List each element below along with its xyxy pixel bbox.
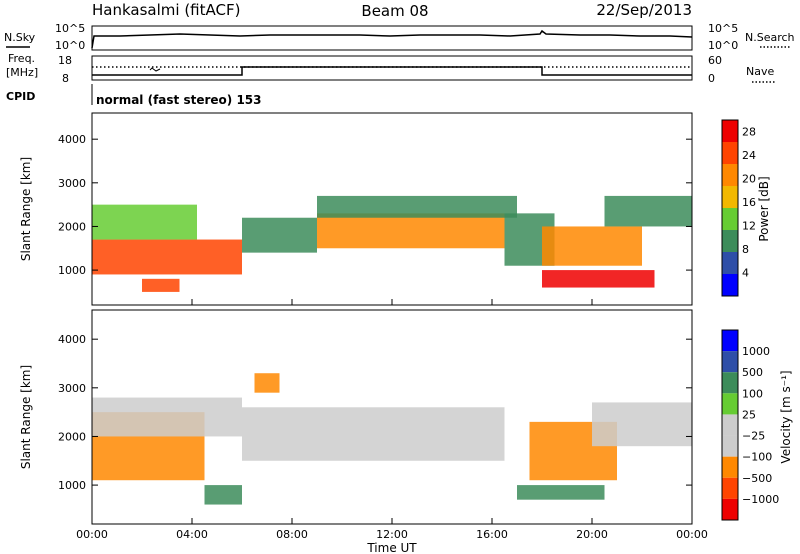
power-colorbar-swatch-7 [722, 274, 738, 296]
velocity-ytick-label-3: 4000 [58, 333, 86, 346]
power-colorbar-swatch-6 [722, 252, 738, 274]
noise-panel: N.Sky 10^5 10^0 10^5 10^0 N.Search [4, 22, 795, 52]
power-colorbar-tick-2: 12 [742, 220, 756, 233]
xtick-label-3: 12:00 [376, 528, 408, 541]
freq-left-tick-bottom: 8 [62, 72, 69, 85]
velocity-ytick-label-1: 2000 [58, 430, 86, 443]
xtick-label-0: 00:00 [76, 528, 108, 541]
velocity-colorbar: 1000 500 100 25 −25 −100 −500 −1000 [721, 329, 779, 521]
power-region-5 [317, 195, 517, 218]
velocity-ytick-label-2: 3000 [58, 382, 86, 395]
cpid-label: CPID [6, 90, 35, 103]
xtick-label-4: 16:00 [476, 528, 508, 541]
power-region-7 [542, 270, 655, 288]
velocity-region-1 [92, 397, 242, 437]
power-region-3 [242, 217, 317, 253]
velocity-colorbar-frame [721, 329, 739, 521]
freq-label-line1: Freq. [8, 52, 35, 65]
x-axis-label: Time UT [366, 541, 417, 554]
velocity-ytick-label-0: 1000 [58, 479, 86, 492]
power-region-1 [92, 204, 197, 240]
velocity-region-2 [204, 485, 242, 505]
velocity-colorbar-tick-7: −1000 [742, 493, 779, 506]
velocity-region-7 [592, 402, 692, 447]
station-title: Hankasalmi (fitACF) [92, 1, 240, 19]
power-colorbar-label: Power [dB] [757, 176, 771, 241]
velocity-colorbar-swatch-6 [722, 456, 738, 478]
xtick-label-5: 20:00 [576, 528, 608, 541]
velocity-colorbar-tick-5: −100 [742, 451, 772, 464]
power-ylabel: Slant Range [km] [19, 157, 33, 261]
power-region-4 [317, 213, 505, 249]
power-ytick-label-0: 1000 [58, 264, 86, 277]
velocity-colorbar-tick-2: 100 [742, 387, 763, 400]
velocity-colorbar-swatch-3 [722, 393, 738, 415]
xtick-label-1: 04:00 [176, 528, 208, 541]
power-colorbar-swatch-0 [722, 120, 738, 142]
velocity-colorbar-swatch-0 [722, 330, 738, 352]
velocity-colorbar-swatch-5 [722, 435, 738, 457]
velocity-panel: Slant Range [km] 1000 2000 3000 4000 [19, 309, 693, 525]
power-ytick-label-2: 3000 [58, 177, 86, 190]
power-region-2 [142, 278, 180, 292]
power-colorbar-frame [721, 119, 739, 297]
noise-sky-label: N.Sky [4, 31, 36, 44]
xtick-label-2: 08:00 [276, 528, 308, 541]
x-axis: 00:00 04:00 08:00 12:00 16:00 20:00 00:00 [76, 299, 708, 541]
freq-trace [92, 66, 692, 76]
velocity-colorbar-tick-6: −500 [742, 472, 772, 485]
velocity-colorbar-tick-1: 500 [742, 366, 763, 379]
velocity-colorbar-swatch-4 [722, 414, 738, 436]
noise-right-tick-bottom: 10^0 [708, 39, 738, 52]
beam-title: Beam 08 [361, 2, 428, 20]
velocity-colorbar-tick-4: −25 [742, 430, 765, 443]
power-colorbar: 4 8 12 16 20 24 28 [721, 119, 756, 297]
velocity-ylabel: Slant Range [km] [19, 365, 33, 469]
velocity-colorbar-swatch-7 [722, 477, 738, 499]
date-title: 22/Sep/2013 [596, 1, 692, 19]
xtick-label-6: 00:00 [676, 528, 708, 541]
noise-search-label: N.Search [745, 31, 795, 44]
frequency-panel: Freq. [MHz] 18 8 60 0 Nave [6, 52, 775, 85]
power-colorbar-swatch-1 [722, 142, 738, 164]
velocity-colorbar-label: Velocity [m s⁻¹] [779, 370, 793, 463]
power-colorbar-swatch-4 [722, 208, 738, 230]
velocity-region-4 [254, 373, 280, 393]
power-ytick-label-1: 2000 [58, 220, 86, 233]
freq-right-tick-bottom: 0 [708, 72, 715, 85]
power-colorbar-tick-0: 4 [742, 267, 749, 280]
velocity-region-3 [242, 407, 505, 461]
power-colorbar-swatch-2 [722, 164, 738, 186]
freq-label-line2: [MHz] [6, 66, 38, 79]
power-colorbar-tick-6: 28 [742, 126, 756, 139]
power-region-8 [542, 226, 642, 266]
velocity-colorbar-swatch-8 [722, 498, 738, 520]
velocity-region-5 [517, 485, 605, 500]
velocity-colorbar-tick-3: 25 [742, 408, 756, 421]
noise-left-tick-top: 10^5 [55, 22, 85, 35]
power-colorbar-swatch-3 [722, 186, 738, 208]
power-panel: Slant Range [km] 1000 2000 3000 4000 [19, 112, 693, 306]
power-colorbar-tick-1: 8 [742, 243, 749, 256]
noise-left-tick-bottom: 10^0 [55, 39, 85, 52]
noise-right-tick-top: 10^5 [708, 22, 738, 35]
cpid-text: normal (fast stereo) 153 [96, 93, 262, 107]
noise-sky-trace [91, 29, 693, 49]
power-ytick-label-3: 4000 [58, 133, 86, 146]
power-colorbar-tick-5: 24 [742, 149, 756, 162]
velocity-colorbar-swatch-1 [722, 351, 738, 373]
freq-left-tick-top: 18 [58, 54, 72, 67]
velocity-colorbar-swatch-2 [722, 372, 738, 394]
power-region-9 [604, 195, 692, 227]
power-colorbar-swatch-5 [722, 230, 738, 252]
nave-label: Nave [746, 65, 774, 78]
power-region-0 [92, 239, 242, 275]
velocity-colorbar-tick-0: 1000 [742, 345, 770, 358]
power-colorbar-tick-3: 16 [742, 196, 756, 209]
power-colorbar-tick-4: 20 [742, 173, 756, 186]
freq-right-tick-top: 60 [708, 54, 722, 67]
